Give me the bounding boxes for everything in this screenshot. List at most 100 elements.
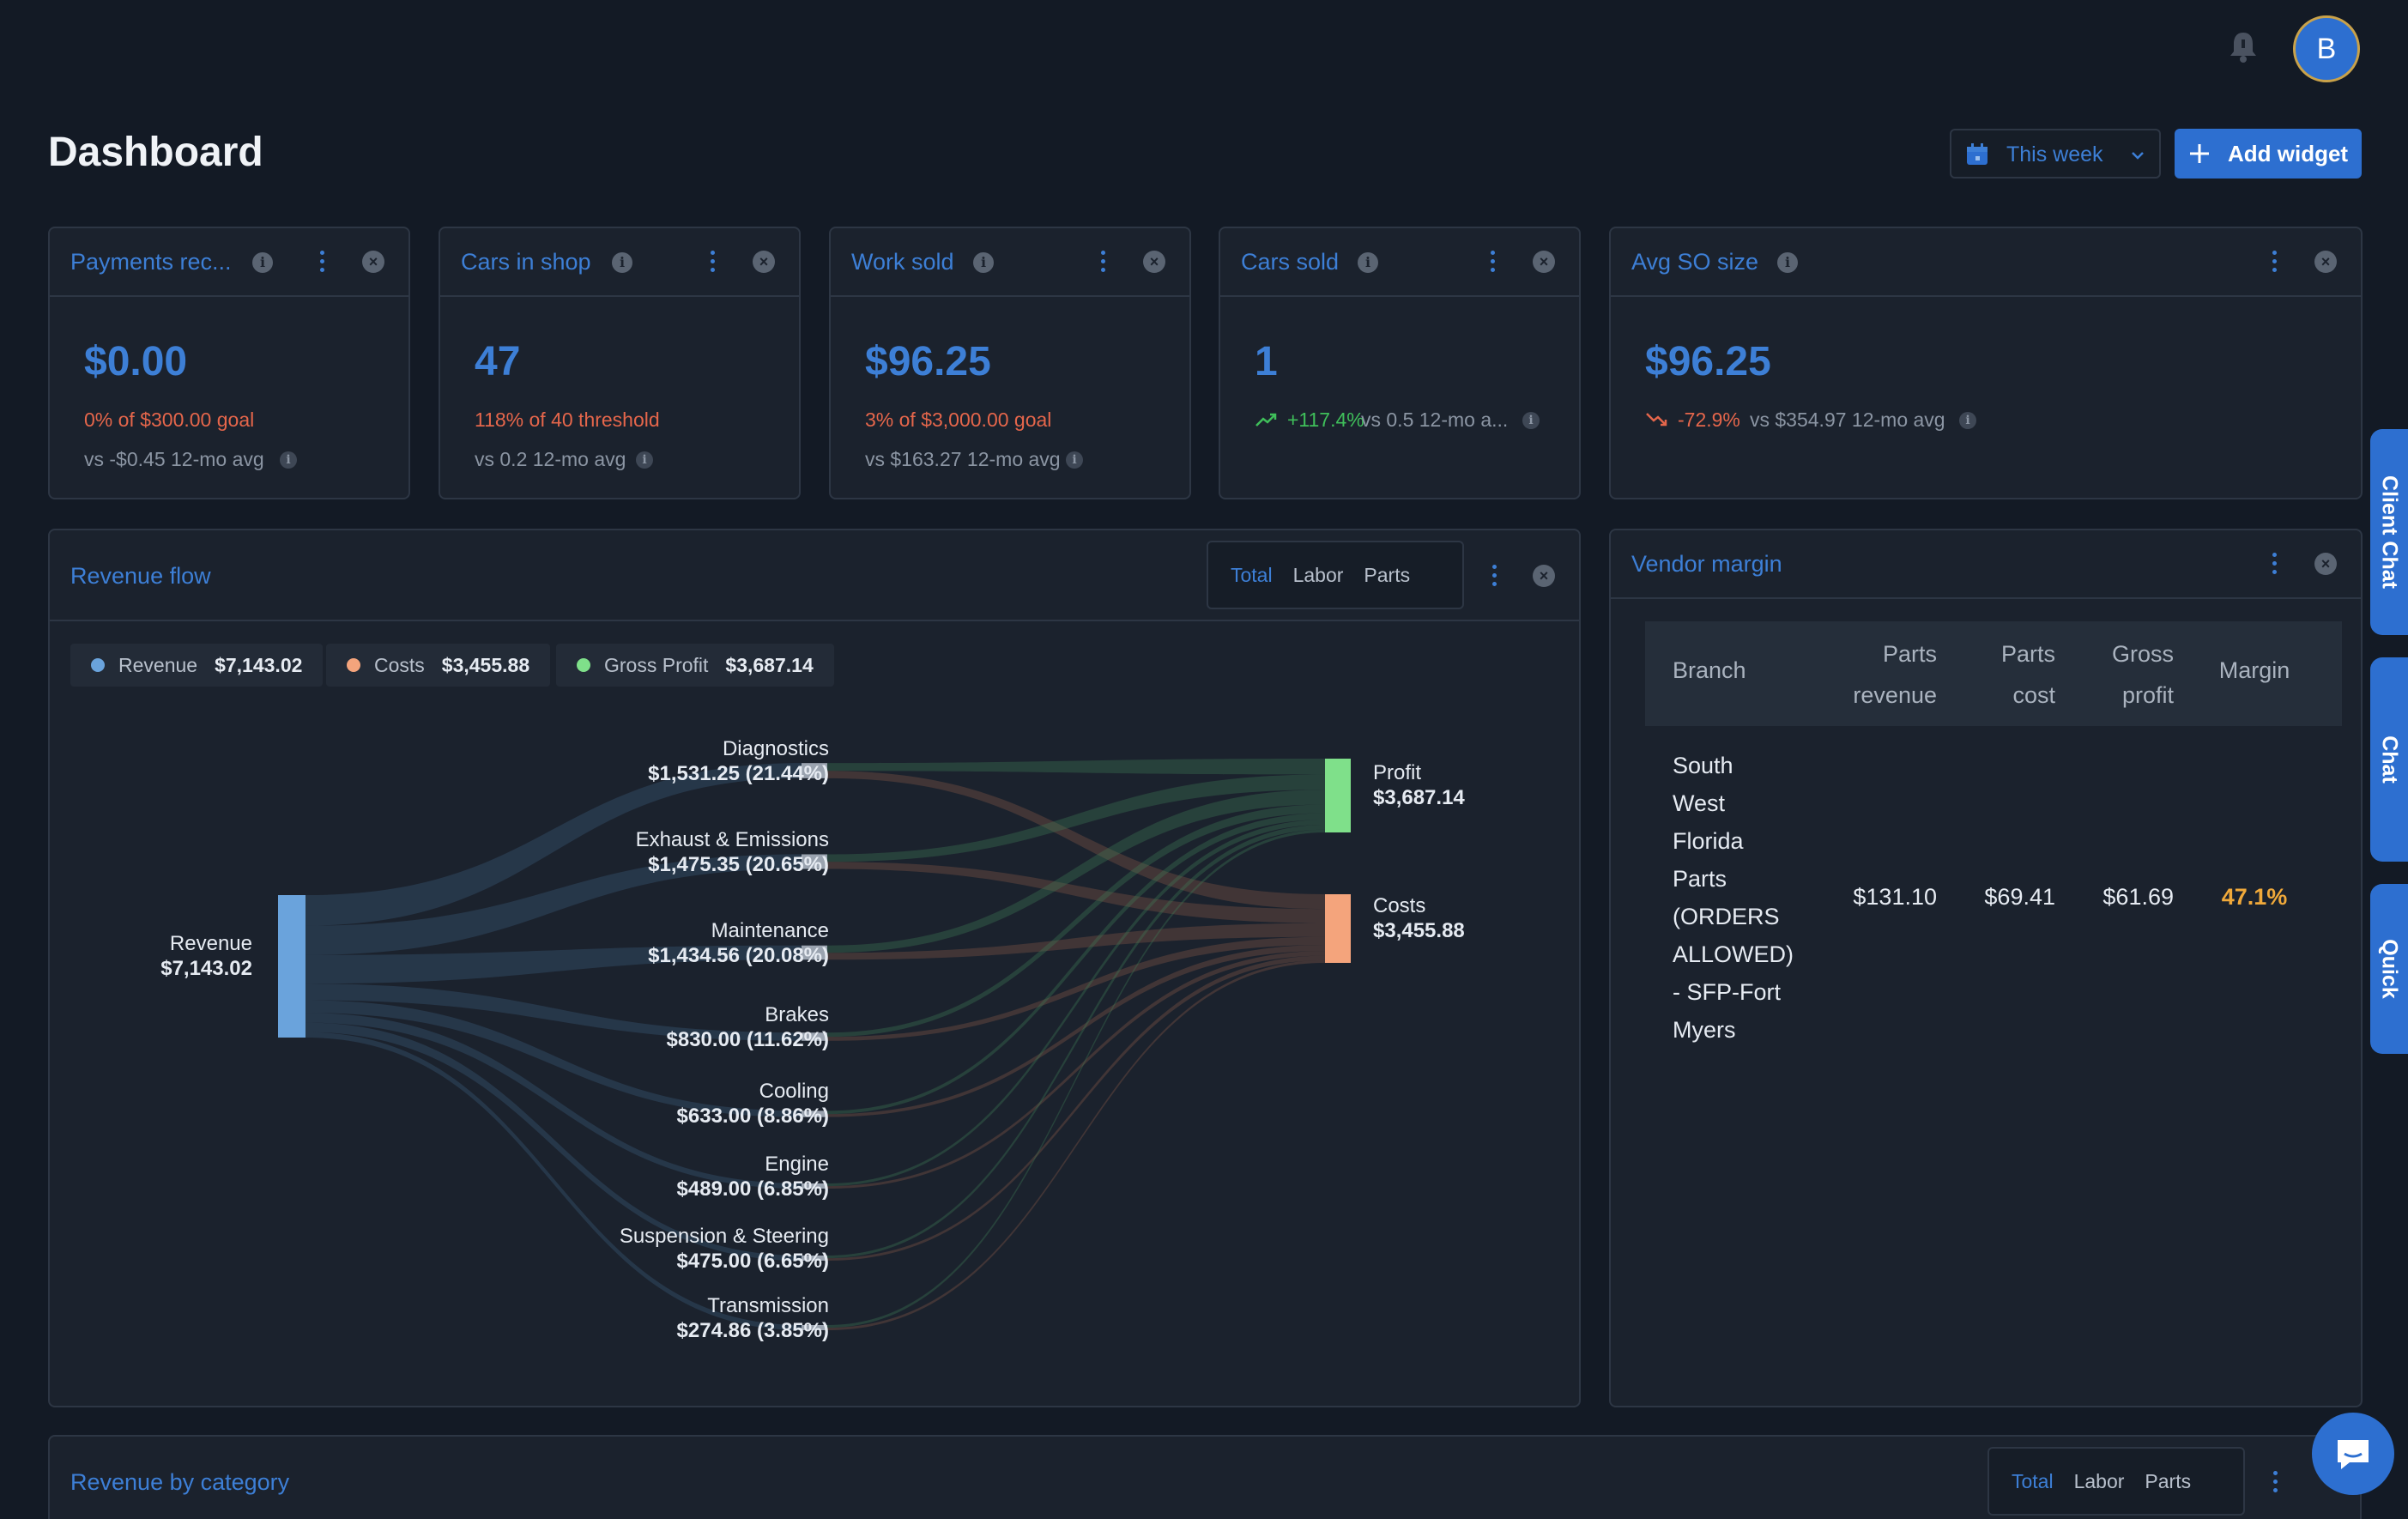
category-name: Suspension & Steering [619,1225,829,1248]
info-icon[interactable]: i [973,252,994,273]
target-name: Profit [1373,761,1422,784]
column-header-parts-revenue: Parts revenue [1853,641,1937,708]
side-tab-client-chat[interactable]: Client Chat [2370,429,2408,635]
category-name: Diagnostics [722,737,829,760]
kpi-average: vs -$0.45 12-mo avg [84,448,264,470]
target-value: $3,455.88 [1373,919,1465,942]
side-tab-quick[interactable]: Quick [2370,884,2408,1054]
branch-name: South West Florida Parts (ORDERS ALLOWED… [1673,753,1794,1043]
info-icon[interactable]: i [1522,412,1540,429]
cell-margin: 47.1% [2221,884,2288,910]
column-header-margin: Margin [2218,657,2290,683]
revenue-by-category-widget: Revenue by category Total Labor Parts [48,1435,2362,1519]
sankey-link-costs [827,862,1325,923]
more-menu-icon[interactable] [1488,249,1497,275]
info-icon[interactable]: i [1358,252,1378,273]
side-tab-label: Chat [2377,735,2402,784]
sankey-link-revenue [306,983,802,1041]
sankey-link-profit [827,759,1325,775]
info-icon[interactable]: i [1066,451,1083,469]
tab-parts[interactable]: Parts [1364,563,1411,586]
date-range-select[interactable]: This week [1950,129,2161,179]
category-label-brakes: Brakes $830.00 (11.62%) [667,1002,829,1052]
sankey-link-profit [827,813,1325,1115]
kpi-average: vs $163.27 12-mo avg [865,448,1061,470]
sankey-node-costs [1325,894,1351,963]
kpi-title: Work sold [851,249,954,275]
plus-icon [2187,141,2212,166]
tab-labor[interactable]: Labor [2073,1469,2125,1492]
side-tab-chat[interactable]: Chat [2370,657,2408,862]
info-icon[interactable]: i [636,451,653,469]
sankey-link-costs [827,771,1325,910]
legend-label: Revenue [118,653,198,676]
target-name: Costs [1373,894,1426,917]
close-icon[interactable]: × [753,251,775,273]
info-icon[interactable]: i [612,252,632,273]
category-value: $633.00 (8.86%) [676,1104,829,1128]
info-icon[interactable]: i [1777,252,1798,273]
trend-up-icon [1255,410,1279,429]
close-icon[interactable]: × [362,251,384,273]
source-value: $7,143.02 [160,957,252,980]
category-name: Exhaust & Emissions [635,828,829,851]
tab-total[interactable]: Total [1231,563,1273,586]
category-label-exhaust: Exhaust & Emissions $1,475.35 (20.65%) [636,827,829,877]
sankey-link-profit [827,824,1325,1259]
category-name: Engine [765,1153,829,1176]
sankey-link-revenue [306,854,802,955]
close-icon[interactable]: × [1143,251,1165,273]
category-name: Cooling [759,1080,829,1103]
close-icon[interactable]: × [1533,565,1555,587]
kpi-title: Cars sold [1241,249,1340,275]
column-header-branch: Branch [1673,657,1746,683]
kpi-goal: 3% of $3,000.00 goal [865,408,1052,431]
kpi-threshold: 118% of 40 threshold [475,408,660,431]
close-icon[interactable]: × [1533,251,1555,273]
notification-bell-icon[interactable] [2228,29,2259,64]
sankey-link-revenue [306,1000,802,1117]
category-label-maintenance: Maintenance $1,434.56 (20.08%) [648,918,829,968]
more-menu-icon[interactable] [2271,1469,2279,1495]
add-widget-button[interactable]: Add widget [2175,129,2362,179]
tab-total[interactable]: Total [2012,1469,2054,1492]
more-menu-icon[interactable] [1098,249,1107,275]
tab-parts[interactable]: Parts [2145,1469,2192,1492]
sankey-link-profit [827,804,1325,1038]
avatar[interactable]: B [2293,15,2360,82]
more-menu-icon[interactable] [1490,563,1498,589]
info-icon[interactable]: i [280,451,297,469]
close-icon[interactable]: × [2314,251,2337,273]
category-label-cooling: Cooling $633.00 (8.86%) [677,1079,829,1129]
kpi-value: $0.00 [84,339,188,384]
sankey-node-category [802,945,827,960]
sankey-link-profit [827,820,1325,1187]
sankey-node-category [802,1325,827,1330]
close-icon[interactable]: × [2314,553,2337,575]
kpi-average: vs 0.2 12-mo avg [475,448,626,470]
category-name: Maintenance [711,919,829,942]
info-icon[interactable]: i [1959,412,1976,429]
more-menu-icon[interactable] [708,249,717,275]
legend-value: $3,455.88 [441,653,530,676]
trend-down-icon [1645,410,1669,429]
chevron-down-icon [2128,146,2147,165]
chat-launcher-button[interactable] [2312,1413,2394,1495]
info-icon[interactable]: i [252,252,273,273]
legend-dot [347,658,360,672]
vendor-margin-table-header: Branch Parts revenue Parts cost Gross profi… [1645,621,2342,726]
tab-labor[interactable]: Labor [1292,563,1344,586]
more-menu-icon[interactable] [2270,551,2278,577]
sankey-link-costs [827,923,1325,960]
kpi-value: 47 [475,339,521,384]
sankey-node-category [802,1256,827,1261]
add-widget-label: Add widget [2228,141,2349,166]
more-menu-icon[interactable] [2270,249,2278,275]
sankey-node-category [802,1032,827,1041]
sankey-node-category [802,763,827,778]
revenue-flow-tabs: Total Labor Parts [1207,541,1464,609]
legend-value: $3,687.14 [725,653,814,676]
more-menu-icon[interactable] [318,249,326,275]
sankey-link-profit [827,829,1325,1328]
sankey-node-category [802,854,827,869]
